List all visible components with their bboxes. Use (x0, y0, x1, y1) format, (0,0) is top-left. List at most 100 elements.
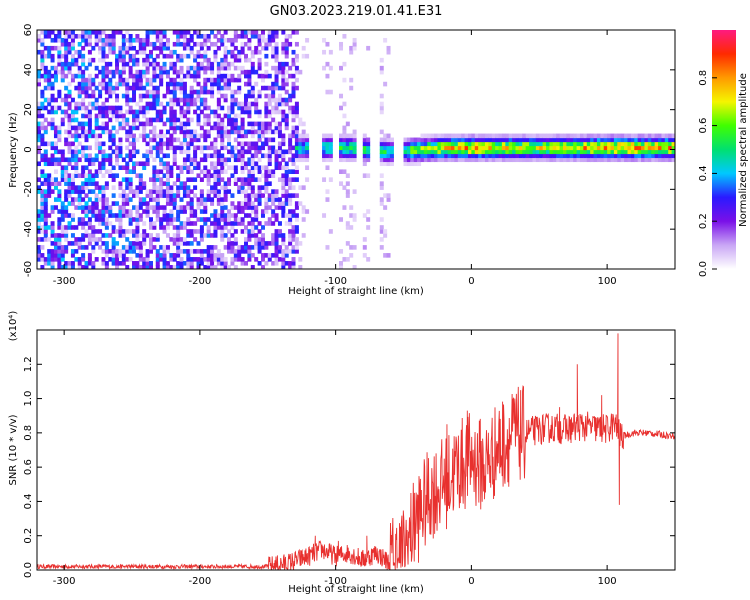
heatmap-cell (260, 153, 265, 159)
heatmap-cell (230, 109, 235, 115)
heatmap-cell (654, 137, 659, 143)
heatmap-cell (641, 157, 646, 163)
heatmap-y-tick-label: -20 (23, 181, 34, 197)
heatmap-cell (67, 261, 72, 266)
heatmap-cell (284, 165, 289, 171)
heatmap-cell (135, 61, 140, 67)
heatmap-cell (288, 73, 293, 79)
heatmap-cell (162, 33, 167, 39)
heatmap-cell (233, 205, 238, 210)
heatmap-cell (81, 133, 86, 139)
figure-title: GN03.2023.219.01.41.E31 (270, 4, 443, 19)
heatmap-cell (111, 257, 116, 262)
heatmap-cell (244, 53, 248, 59)
heatmap-cell (600, 153, 605, 159)
heatmap-cell (267, 113, 272, 119)
heatmap-cell (145, 109, 150, 115)
heatmap-cell (284, 117, 289, 123)
heatmap-cell (600, 141, 605, 147)
heatmap-cell (125, 121, 130, 127)
heatmap-cell (152, 30, 157, 35)
heatmap-cell (501, 153, 506, 159)
heatmap-cell (342, 149, 347, 155)
heatmap-cell (267, 157, 272, 163)
heatmap-cell (203, 157, 208, 163)
heatmap-cell (165, 73, 170, 79)
heatmap-cell (135, 241, 140, 246)
heatmap-cell (250, 229, 255, 234)
heatmap-cell (403, 137, 408, 143)
heatmap-cell (508, 157, 513, 163)
heatmap-cell (152, 125, 157, 131)
heatmap-cell (342, 125, 347, 131)
heatmap-cell (284, 201, 289, 206)
heatmap-cell (172, 89, 177, 95)
heatmap-cell (444, 145, 449, 151)
heatmap-cell (247, 233, 252, 238)
heatmap-cell (274, 81, 279, 87)
heatmap-cell (37, 49, 41, 55)
heatmap-cell (274, 165, 279, 171)
heatmap-cell (512, 141, 517, 147)
heatmap-cell (165, 161, 170, 167)
heatmap-cell (291, 105, 296, 111)
heatmap-cell (155, 253, 160, 258)
heatmap-cell (111, 225, 116, 230)
heatmap-cell (423, 133, 428, 139)
heatmap-cell (227, 265, 232, 269)
heatmap-cell (53, 253, 58, 258)
heatmap-cell (37, 257, 41, 262)
heatmap-cell (128, 149, 133, 155)
heatmap-cell (281, 241, 286, 246)
heatmap-cell (94, 113, 99, 119)
heatmap-cell (264, 41, 269, 47)
heatmap-cell (67, 193, 72, 198)
heatmap-cell (193, 193, 198, 198)
heatmap-cell (352, 265, 357, 269)
heatmap-cell (549, 149, 554, 155)
heatmap-cell (203, 37, 208, 43)
heatmap-cell (298, 201, 303, 206)
heatmap-cell (152, 181, 157, 186)
heatmap-cell (213, 229, 218, 234)
heatmap-cell (593, 137, 598, 143)
heatmap-cell (210, 189, 215, 194)
heatmap-cell (247, 197, 252, 202)
heatmap-cell (227, 149, 232, 155)
heatmap-cell (199, 41, 204, 47)
heatmap-cell (104, 201, 109, 206)
heatmap-cell (345, 189, 350, 194)
heatmap-cell (423, 141, 428, 147)
heatmap-cell (84, 37, 89, 43)
heatmap-cell (233, 117, 238, 123)
heatmap-cell (237, 249, 242, 254)
heatmap-cell (410, 145, 415, 151)
heatmap-cell (165, 249, 170, 254)
heatmap-cell (478, 137, 483, 143)
heatmap-cell (152, 105, 157, 111)
heatmap-cell (288, 105, 293, 111)
heatmap-cell (91, 249, 96, 254)
heatmap-cell (162, 30, 167, 35)
heatmap-cell (115, 213, 120, 218)
heatmap-cell (108, 61, 113, 67)
heatmap-cell (664, 149, 669, 155)
heatmap-cell (128, 209, 133, 214)
heatmap-cell (264, 253, 269, 258)
heatmap-cell (203, 169, 208, 174)
heatmap-cell (274, 97, 279, 103)
heatmap-cell (176, 69, 181, 75)
heatmap-cell (186, 185, 191, 190)
heatmap-cell (206, 233, 211, 238)
heatmap-cell (162, 105, 167, 111)
heatmap-cell (484, 145, 489, 151)
heatmap-cell (155, 45, 160, 51)
heatmap-cell (94, 73, 99, 79)
heatmap-cell (152, 221, 157, 226)
heatmap-cell (159, 253, 164, 258)
heatmap-cell (271, 53, 276, 59)
heatmap-cell (145, 77, 150, 83)
heatmap-cell (37, 177, 41, 182)
heatmap-cell (281, 233, 286, 238)
heatmap-cell (345, 241, 350, 246)
